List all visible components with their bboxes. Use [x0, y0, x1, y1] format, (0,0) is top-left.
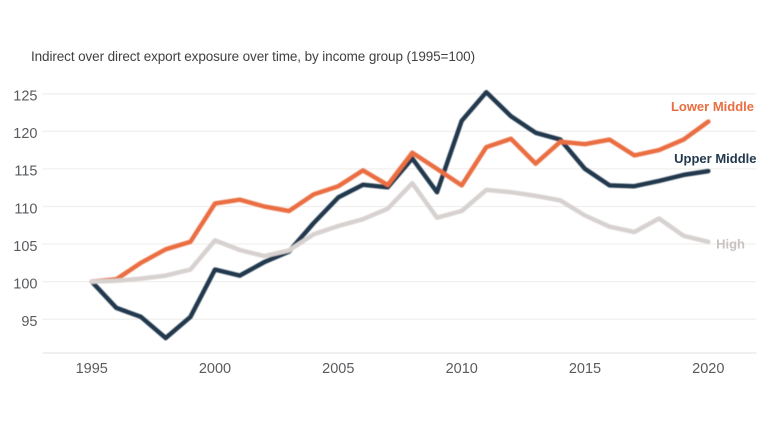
svg-text:115: 115: [14, 164, 37, 180]
svg-text:2005: 2005: [322, 361, 354, 377]
svg-text:110: 110: [14, 201, 37, 217]
svg-text:2010: 2010: [446, 361, 478, 377]
svg-text:High: High: [716, 237, 745, 252]
svg-text:Upper Middle: Upper Middle: [674, 151, 756, 166]
svg-text:2015: 2015: [569, 361, 601, 377]
svg-text:2000: 2000: [199, 361, 231, 377]
svg-text:1995: 1995: [76, 361, 108, 377]
svg-text:105: 105: [13, 239, 37, 255]
svg-text:120: 120: [13, 126, 37, 142]
svg-text:100: 100: [13, 276, 37, 292]
svg-text:95: 95: [21, 314, 37, 330]
svg-text:125: 125: [13, 89, 37, 105]
svg-text:Lower Middle: Lower Middle: [671, 99, 754, 114]
svg-text:2020: 2020: [692, 361, 724, 377]
